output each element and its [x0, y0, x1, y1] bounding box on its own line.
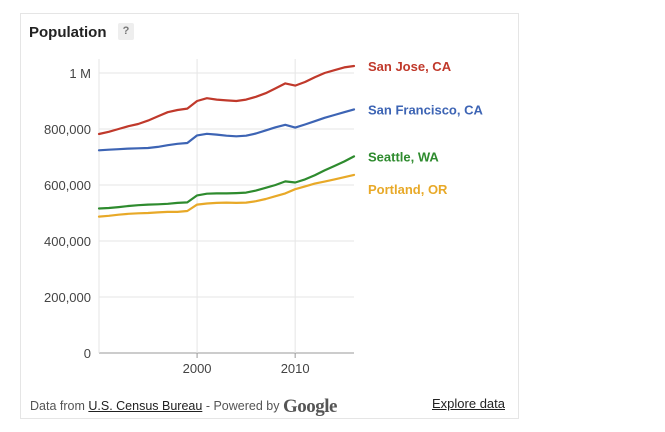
footer-prefix: Data from — [30, 399, 85, 413]
help-icon[interactable]: ? — [118, 23, 134, 40]
y-tick-label-3: 600,000 — [44, 178, 91, 193]
card-title: Population — [29, 24, 107, 41]
explore-data-link[interactable]: Explore data — [432, 396, 505, 411]
footer-separator: - Powered by — [205, 399, 280, 413]
x-tick-label-1: 2010 — [281, 361, 310, 376]
attribution-footer: Data from U.S. Census Bureau - Powered b… — [30, 396, 337, 418]
series-label-3: Portland, OR — [368, 182, 448, 197]
y-tick-label-1: 200,000 — [44, 290, 91, 305]
y-tick-label-0: 0 — [84, 346, 91, 361]
population-card: Population ? 0 200,000 400,000 600,000 800,0… — [20, 13, 519, 419]
y-tick-label-4: 800,000 — [44, 122, 91, 137]
google-logo-text: Google — [282, 396, 338, 417]
y-tick-label-5: 1 M — [69, 66, 91, 81]
series-line-3 — [97, 173, 356, 218]
series-line-1 — [97, 108, 356, 152]
series-label-2: Seattle, WA — [368, 149, 439, 164]
y-tick-label-2: 400,000 — [44, 234, 91, 249]
series-label-0: San Jose, CA — [368, 59, 452, 74]
google-logo: Google — [282, 396, 338, 417]
census-bureau-link[interactable]: U.S. Census Bureau — [88, 399, 203, 413]
series-label-1: San Francisco, CA — [368, 102, 483, 117]
series-line-0 — [97, 64, 356, 136]
x-tick-label-0: 2000 — [183, 361, 212, 376]
population-line-chart: 0 200,000 400,000 600,000 800,000 1 M 2000 2010… — [44, 59, 483, 376]
series-line-2 — [97, 155, 356, 210]
